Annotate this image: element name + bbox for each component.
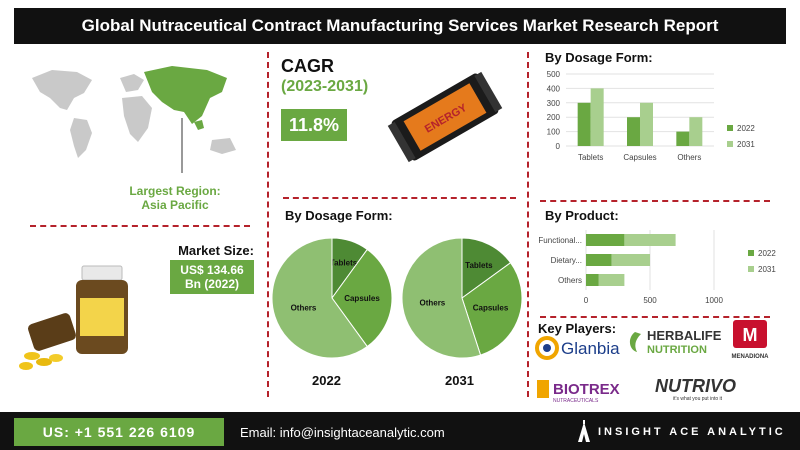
pie2031-slice-label: Capsules xyxy=(473,303,509,312)
pies-title: By Dosage Form: xyxy=(285,208,393,223)
pie2022-slice-label: Others xyxy=(291,303,317,312)
bar2-legend-swatch xyxy=(748,266,754,272)
bar1-ytick-label: 300 xyxy=(547,99,561,108)
energy-bar-icon: ENERGY xyxy=(387,71,503,163)
divider-top-mid xyxy=(283,197,516,199)
bar-dosage-title: By Dosage Form: xyxy=(545,50,653,65)
bar2-legend-label: 2022 xyxy=(758,249,776,258)
pie2031-slice xyxy=(461,237,512,299)
pie2031-slice xyxy=(461,262,523,356)
bar-chart-product: 0 500 1000 Functional... Dietary... Others 202… xyxy=(538,230,776,305)
bar2-xtick-label: 1000 xyxy=(705,296,723,305)
bar2-bar xyxy=(586,274,599,286)
bar2-bar xyxy=(624,234,676,246)
pie2022-slice xyxy=(271,237,368,359)
bar1-bar xyxy=(676,131,690,146)
bar2-ytick-label: Dietary... xyxy=(551,256,582,265)
svg-text:M: M xyxy=(743,325,758,345)
report-title: Global Nutraceutical Contract Manufactur… xyxy=(14,8,786,44)
world-map xyxy=(32,66,236,173)
bar2-bar xyxy=(586,234,625,246)
bar1-legend-label: 2022 xyxy=(737,124,755,133)
biotrex-sub-text: NUTRACEUTICALS xyxy=(553,398,599,404)
divider-bottom-right xyxy=(540,316,770,318)
bar1-ytick-label: 0 xyxy=(556,142,561,151)
pie-year-2031: 2031 xyxy=(445,373,474,388)
footer-email[interactable]: Email: info@insightaceanalytic.com xyxy=(240,424,445,440)
cagr-period: (2023-2031) xyxy=(281,78,369,95)
bar1-legend-swatch xyxy=(727,141,733,147)
menadiona-logo: M MENADIONA xyxy=(732,320,770,360)
bar1-legend-label: 2031 xyxy=(737,140,755,149)
bar2-xtick-label: 500 xyxy=(643,296,657,305)
market-size-value-line2: Bn (2022) xyxy=(184,277,240,291)
bar1-legend-swatch xyxy=(727,125,733,131)
bar2-legend-swatch xyxy=(748,250,754,256)
pie2022-slice-label: Tablets xyxy=(330,259,358,268)
pie-chart-2022: Tablets Capsules Others xyxy=(271,237,393,359)
bar2-bar xyxy=(598,274,625,286)
footer-phone[interactable]: US: +1 551 226 6109 xyxy=(14,418,224,446)
pie2031-slice-label: Tablets xyxy=(465,261,493,270)
glanbia-text: Glanbia xyxy=(561,339,620,358)
bar1-bar xyxy=(689,117,703,146)
bar2-ytick-label: Functional... xyxy=(538,236,582,245)
herbalife-nutrition-text: NUTRITION xyxy=(647,344,707,356)
market-size-value: US$ 134.66 Bn (2022) xyxy=(170,260,254,294)
bar2-bar xyxy=(586,254,612,266)
nutrivo-logo: NUTRIVO it's what you put into it xyxy=(655,376,736,402)
biotrex-text: BIOTREX xyxy=(553,381,620,398)
cagr-value: 11.8% xyxy=(281,109,347,141)
bar1-bar xyxy=(590,88,604,146)
bar1-xtick-label: Others xyxy=(677,153,701,162)
bar-product-title: By Product: xyxy=(545,208,619,223)
bar1-xtick-label: Capsules xyxy=(623,153,656,162)
pie2031-slice xyxy=(401,237,482,359)
insight-ace-logo-icon xyxy=(578,420,590,442)
pie-year-2022: 2022 xyxy=(312,373,341,388)
pie-chart-2031: Tablets Capsules Others xyxy=(401,237,523,359)
market-size-label: Market Size: xyxy=(178,243,254,258)
nutrivo-tagline: it's what you put into it xyxy=(673,396,723,402)
bar1-bar xyxy=(640,102,653,146)
divider-right xyxy=(527,52,529,397)
pie2031-slice-label: Others xyxy=(419,299,445,308)
cagr-label: CAGR xyxy=(281,56,334,76)
bar2-xtick-label: 0 xyxy=(584,296,589,305)
pie2022-slice-label: Capsules xyxy=(344,294,380,303)
glanbia-logo: Glanbia xyxy=(535,336,620,360)
bar1-xtick-label: Tablets xyxy=(578,153,603,162)
key-players-logos: Glanbia HERBALIFE NUTRITION M MENADIONA … xyxy=(535,320,770,404)
bar1-ytick-label: 200 xyxy=(547,113,561,122)
largest-region-value: Asia Pacific xyxy=(141,198,209,212)
bar2-bar xyxy=(611,254,650,266)
herbalife-text: HERBALIFE xyxy=(647,328,722,343)
divider-left xyxy=(267,52,269,397)
menadiona-text: MENADIONA xyxy=(732,354,770,360)
bar1-ytick-label: 100 xyxy=(547,128,561,137)
bar1-bar xyxy=(577,102,591,146)
footer-brand: INSIGHT ACE ANALYTIC xyxy=(598,426,786,438)
pie2022-slice xyxy=(331,248,393,348)
bar1-bar xyxy=(627,117,640,146)
divider-top-right xyxy=(540,200,770,202)
key-players-title: Key Players: xyxy=(538,321,617,336)
herbalife-logo: HERBALIFE NUTRITION xyxy=(629,328,722,356)
bar1-ytick-label: 400 xyxy=(547,84,561,93)
largest-region-label: Largest Region: xyxy=(129,184,221,198)
nutrivo-text: NUTRIVO xyxy=(655,376,736,396)
supplement-bottle-icon xyxy=(19,265,128,370)
bar1-ytick-label: 500 xyxy=(547,70,561,79)
bar-chart-dosage: 0 100 200 300 400 500 Tablets Capsules Others 202… xyxy=(547,70,756,162)
biotrex-logo: BIOTREX NUTRACEUTICALS xyxy=(537,380,620,404)
market-size-value-line1: US$ 134.66 xyxy=(180,263,244,277)
bar2-ytick-label: Others xyxy=(558,276,582,285)
bar2-legend-label: 2031 xyxy=(758,265,776,274)
divider-top-left xyxy=(30,225,250,227)
